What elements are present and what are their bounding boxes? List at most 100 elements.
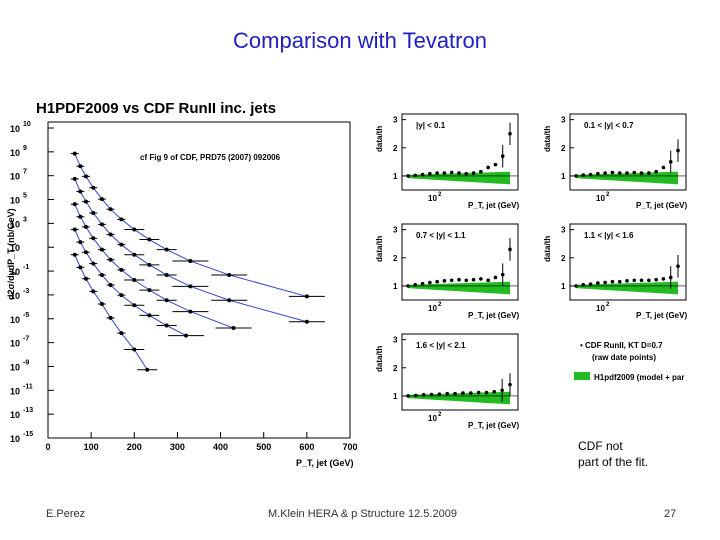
ratio-data-point [464, 278, 469, 283]
main-data-point [99, 222, 104, 227]
ratio-data-point [668, 275, 673, 280]
fit-note-line1: CDF not [578, 439, 623, 453]
ratio-data-point [625, 279, 629, 283]
ratio-data-point [461, 391, 465, 395]
ratio-data-point [449, 170, 454, 175]
ratio-y-axis-label: data/th [375, 126, 384, 152]
ratio-data-point [603, 171, 607, 175]
ratio-data-point [468, 391, 473, 395]
ratio-data-point [632, 278, 637, 283]
ratio-y-tick-label: 1 [393, 172, 398, 181]
main-data-point [99, 302, 104, 307]
ratio-data-point [420, 172, 425, 177]
ratio-data-point [457, 171, 461, 175]
main-theory-curve [74, 254, 148, 371]
ratio-panels-group: |y| < 0.1 1 2 3 data/th 10 2 P_T, jet (GeV) 0.1 … [375, 113, 687, 430]
main-theory-curve [74, 178, 307, 323]
main-data-point [108, 315, 113, 320]
ratio-x-tick-exponent: 2 [606, 302, 610, 308]
ratio-data-point [500, 154, 505, 159]
ratio-panel-label: |y| < 0.1 [416, 121, 446, 130]
ratio-x-axis-label: P_T, jet (GeV) [468, 201, 519, 210]
main-x-tick-label: 200 [127, 442, 142, 452]
main-data-point [119, 242, 124, 247]
main-data-point [99, 272, 104, 277]
ratio-data-point [596, 171, 600, 176]
main-data-point [108, 283, 113, 288]
fit-note: CDF not part of the fit. [578, 438, 698, 470]
fit-note-line2: part of the fit. [578, 455, 649, 469]
main-data-point [78, 189, 83, 194]
ratio-panel-frame [401, 223, 519, 301]
main-x-ticks: 0 100 200 300 400 500 600 700 [45, 432, 358, 452]
ratio-data-point [492, 389, 497, 394]
main-data-point [78, 240, 83, 245]
ratio-data-point [508, 131, 512, 136]
ratio-y-axis-label: data/th [543, 236, 552, 262]
ratio-data-point [610, 170, 615, 175]
ratio-uncertainty-band [408, 281, 510, 295]
legend-cdf-sublabel: (raw date points) [592, 353, 656, 362]
ratio-x-tick-exponent: 2 [438, 192, 442, 198]
main-y-tick-label: 10 [10, 219, 20, 229]
footer-page-number: 27 [664, 508, 677, 520]
main-y-tick-exponent: 9 [23, 145, 27, 152]
ratio-y-tick-label: 1 [393, 392, 398, 401]
main-data-point [119, 267, 124, 272]
ratio-data-point [421, 393, 426, 397]
ratio-data-point [676, 148, 680, 153]
main-x-tick-label: 0 [45, 442, 50, 452]
main-data-point [83, 276, 88, 281]
main-data-point [132, 347, 137, 352]
ratio-data-point [596, 281, 600, 285]
main-theory-curve [74, 203, 234, 329]
ratio-data-point [464, 171, 469, 176]
main-y-tick-exponent: -9 [23, 359, 29, 366]
ratio-y-tick-label: 3 [393, 336, 398, 345]
ratio-y-tick-label: 1 [561, 172, 566, 181]
main-data-point [99, 247, 104, 252]
legend-h1pdf-label: H1pdf2009 (model + par [594, 373, 684, 382]
main-y-tick-exponent: -15 [23, 431, 33, 438]
ratio-panel-label: 1.6 < |y| < 2.1 [416, 341, 466, 350]
ratio-data-point [500, 388, 504, 393]
main-data-point [132, 252, 137, 257]
main-data-point [78, 164, 83, 169]
main-plot-frame [47, 121, 351, 439]
ratio-data-point [508, 247, 512, 252]
ratio-data-point [486, 165, 490, 170]
ratio-panel-label: 0.7 < |y| < 1.1 [416, 231, 466, 240]
legend-band-swatch [574, 372, 590, 380]
ratio-x-axis-label: P_T, jet (GeV) [636, 311, 687, 320]
main-data-point [184, 333, 189, 338]
ratio-data-point [574, 174, 578, 178]
ratio-data-point [574, 284, 578, 288]
legend: • CDF RunII, KT D=0.7 (raw date points) … [574, 341, 684, 382]
main-y-tick-exponent: 5 [23, 193, 27, 200]
ratio-y-tick-label: 1 [561, 282, 566, 291]
ratio-data-point [617, 171, 622, 175]
main-y-tick-label: 10 [10, 362, 20, 372]
ratio-x-tick-label: 10 [596, 194, 605, 203]
main-data-point [188, 259, 193, 264]
ratio-data-point [484, 390, 489, 395]
ratio-data-point [471, 277, 476, 282]
main-data-point [78, 214, 83, 219]
ratio-data-point [445, 391, 450, 396]
ratio-y-tick-label: 2 [393, 254, 398, 263]
ratio-data-point [486, 278, 490, 283]
ratio-data-point [413, 283, 418, 287]
ratio-data-point [406, 284, 410, 288]
main-plot-annotation: cf Fig 9 of CDF, PRD75 (2007) 092006 [140, 153, 281, 162]
main-data-point [188, 284, 193, 289]
ratio-data-point [414, 393, 418, 398]
ratio-data-point [493, 275, 498, 280]
main-data-point [147, 288, 152, 293]
main-theory-curve [74, 153, 307, 297]
main-data-point [164, 272, 169, 277]
